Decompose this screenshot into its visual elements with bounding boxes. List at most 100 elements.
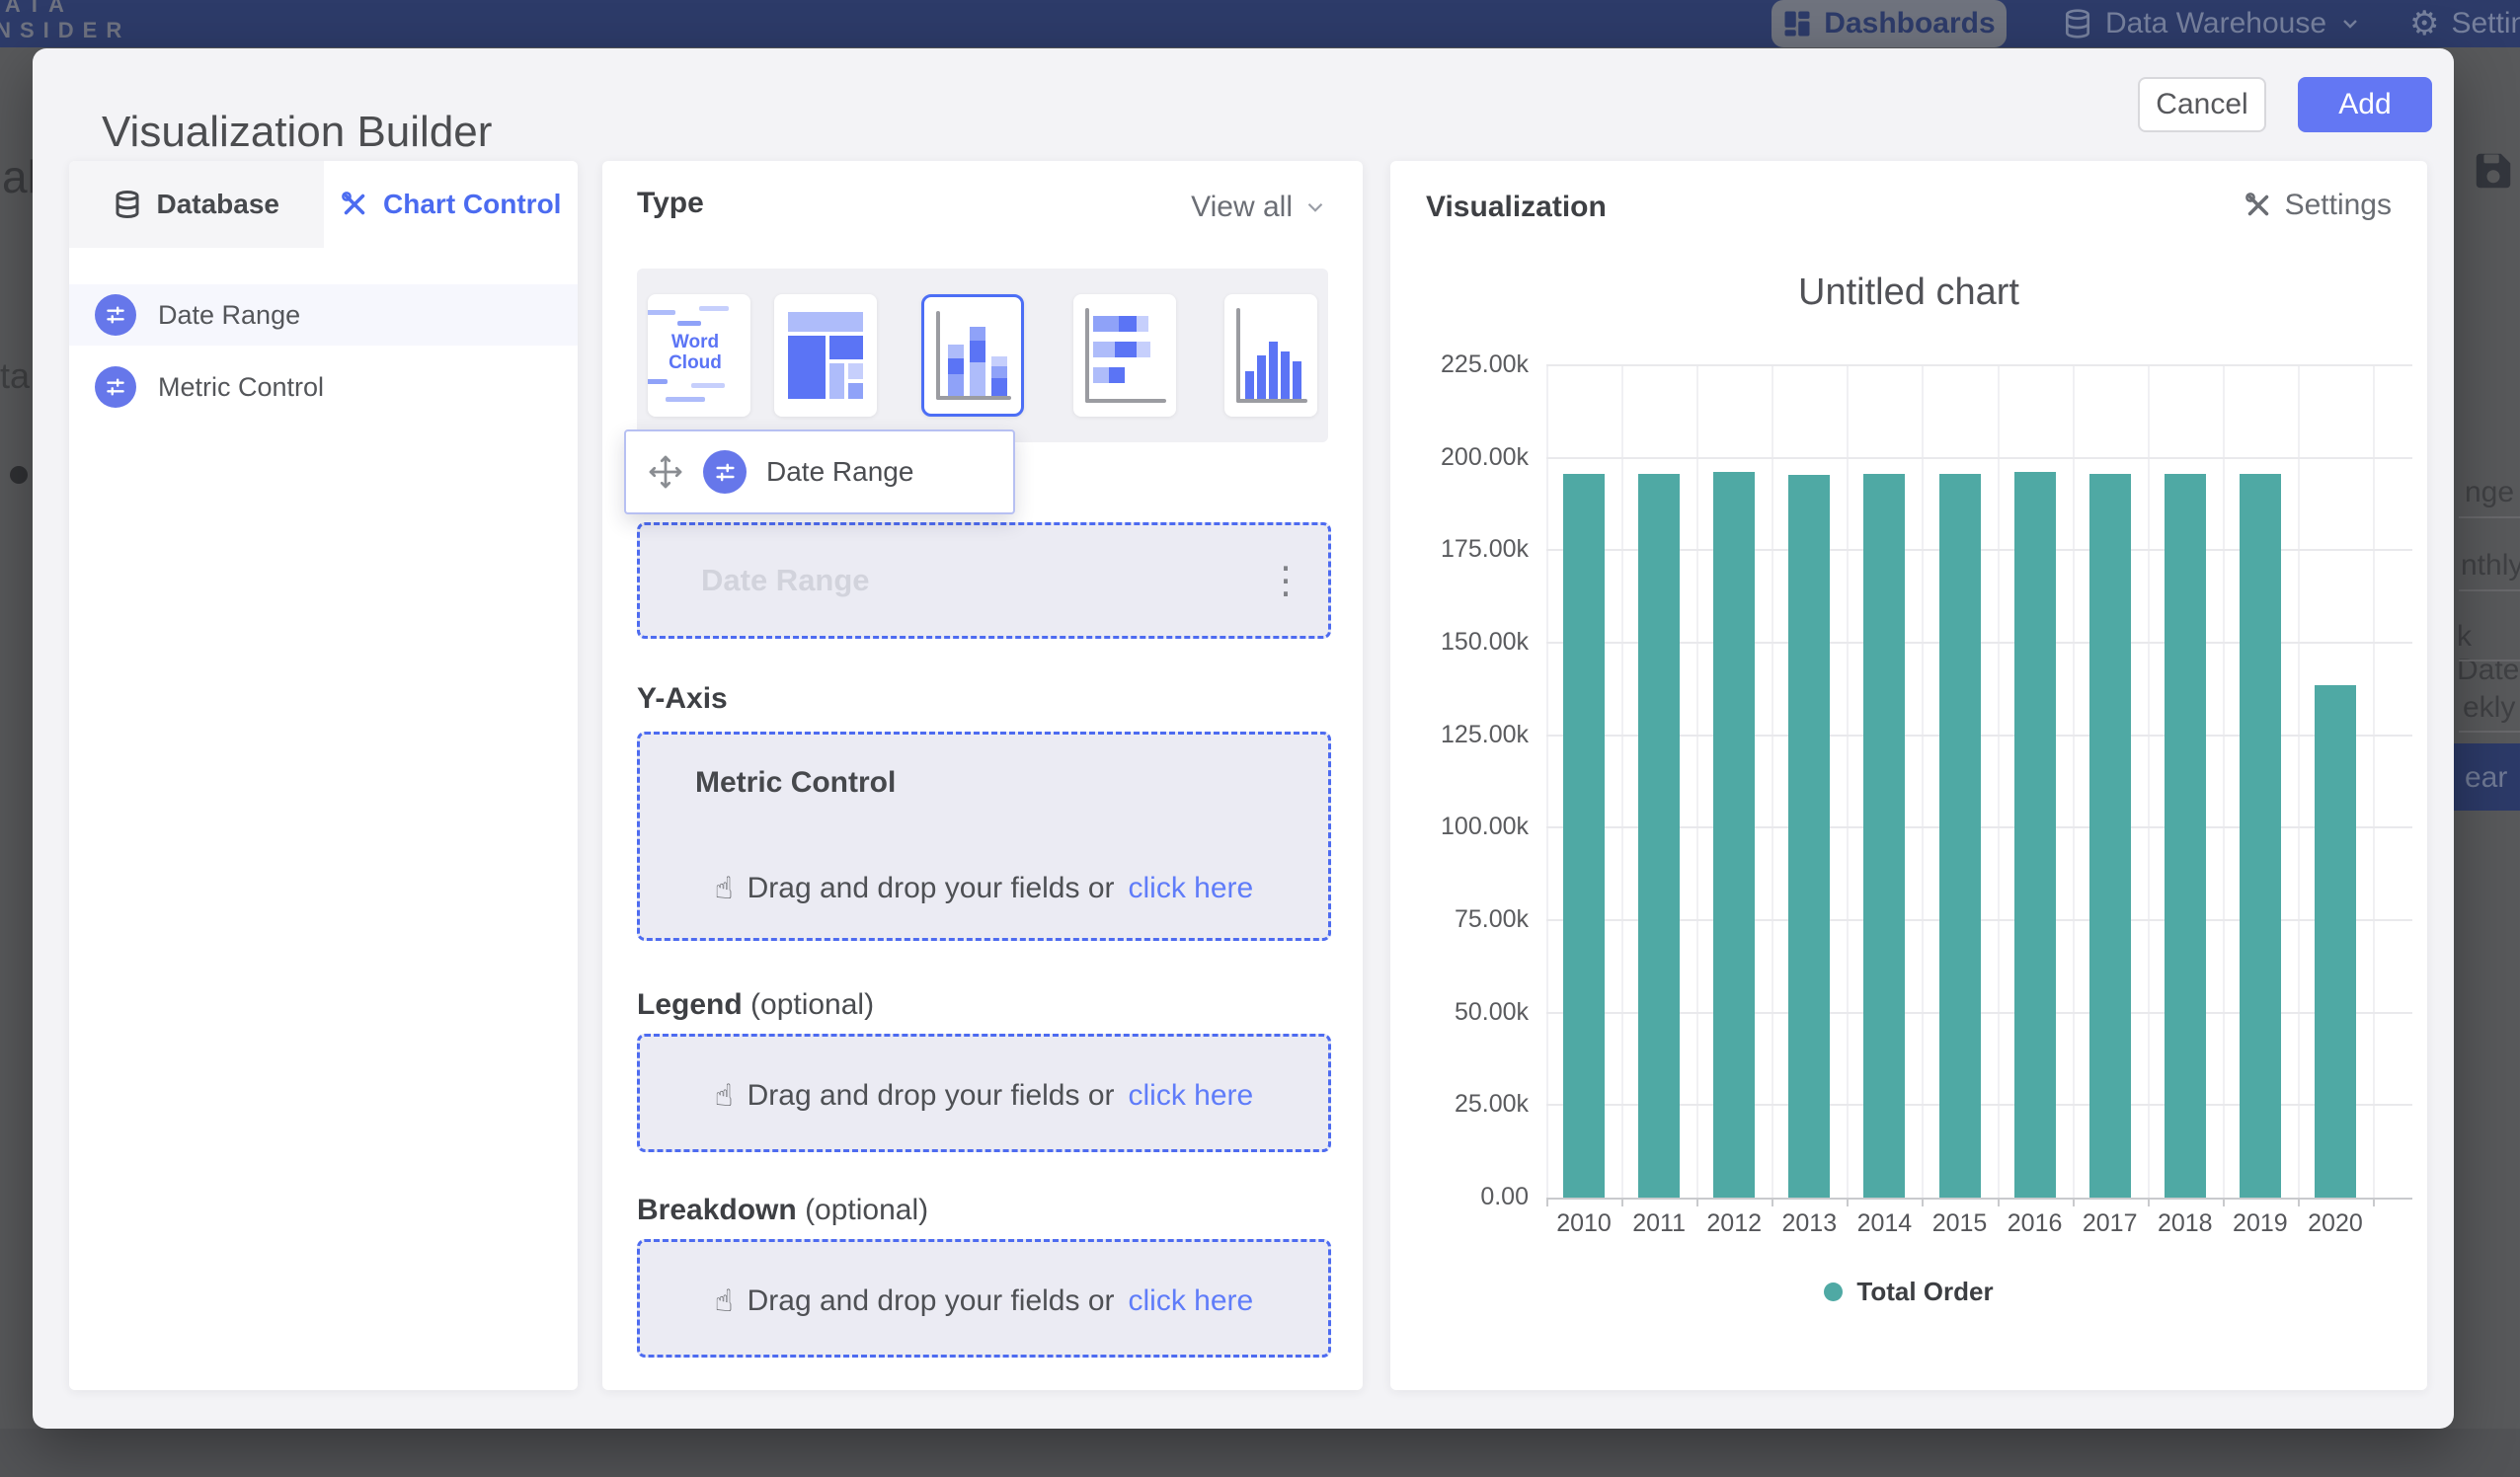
chart-type-stacked-bar[interactable] (1073, 294, 1176, 417)
app-logo: DATA INSIDER (0, 0, 130, 43)
modal-title: Visualization Builder (102, 108, 493, 156)
chart-title: Untitled chart (1798, 272, 2019, 313)
field-item-label: Date Range (158, 299, 301, 330)
x-axis-tick (2147, 1198, 2150, 1206)
x-axis-tick (1997, 1198, 2000, 1206)
visualization-panel: Visualization Settings Untitled chart 0.… (1390, 161, 2427, 1390)
y-axis-tick-label: 25.00k (1454, 1090, 1529, 1119)
logo-line-1: DATA (0, 0, 73, 17)
x-gridline (1997, 365, 2000, 1198)
chart-settings-label: Settings (2284, 189, 2392, 221)
bg-dropdown-option: k Date (2457, 620, 2520, 686)
x-axis-tick (1546, 1198, 1548, 1206)
y-axis-tick-label: 200.00k (1441, 442, 1529, 471)
divider (2459, 731, 2520, 733)
y-axis-tick-label: 225.00k (1441, 350, 1529, 378)
nav-data-warehouse[interactable]: Data Warehouse (2062, 0, 2362, 47)
view-all-label: View all (1191, 191, 1293, 223)
x-gridline (2222, 365, 2225, 1198)
click-here-link[interactable]: click here (1128, 872, 1254, 904)
x-gridline (1621, 365, 1624, 1198)
database-icon (116, 191, 139, 219)
chart-type-word-cloud[interactable]: Word Cloud (648, 294, 750, 417)
y-axis-dropzone[interactable]: Metric Control ☝ Drag and drop your fiel… (637, 732, 1331, 941)
bar-2015 (1938, 474, 1981, 1198)
visualization-header: Visualization (1426, 191, 1607, 223)
nav-settings[interactable]: ⚙ Settings (2409, 0, 2520, 47)
x-axis-dropzone[interactable]: Date Range ⋮ (637, 522, 1331, 639)
y-axis-tick-label: 0.00 (1480, 1183, 1529, 1210)
x-gridline (1847, 365, 1850, 1198)
x-gridline (2072, 365, 2075, 1198)
tab-database[interactable]: Database (69, 161, 324, 248)
bar-2020 (2314, 685, 2356, 1198)
x-axis-tick-label: 2010 (1556, 1209, 1612, 1237)
chart-type-stacked-column[interactable] (921, 294, 1024, 417)
bar-2014 (1863, 474, 1906, 1198)
fields-panel: Database Chart Control Date Range Metric… (69, 161, 578, 1390)
divider (2459, 516, 2520, 518)
x-gridline (1772, 365, 1774, 1198)
dragged-field-chip[interactable]: Date Range (624, 429, 1015, 514)
x-axis-tick-label: 2012 (1706, 1209, 1763, 1237)
nav-settings-label: Settings (2451, 7, 2520, 39)
chart-settings-button[interactable]: Settings (2244, 189, 2392, 222)
axis (1236, 399, 1307, 403)
chevron-down-icon (2343, 20, 2357, 29)
save-floppy-icon (2471, 148, 2516, 194)
click-here-link[interactable]: click here (1128, 1284, 1254, 1317)
legend-dropzone[interactable]: ☝ Drag and drop your fields or click her… (637, 1034, 1331, 1152)
add-button[interactable]: Add (2298, 77, 2432, 132)
x-gridline (2373, 365, 2375, 1198)
click-here-link[interactable]: click here (1128, 1079, 1254, 1112)
tab-database-label: Database (156, 189, 279, 219)
chip-label: Date Range (766, 456, 914, 487)
drop-hint: Drag and drop your fields or (747, 1079, 1115, 1112)
view-all-dropdown[interactable]: View all (1191, 191, 1328, 224)
axis (936, 396, 1011, 400)
legend-label: Total Order (1856, 1277, 1994, 1306)
x-gridline (1546, 365, 1548, 1198)
tap-hand-icon: ☝ (714, 871, 734, 905)
x-axis-tick-label: 2011 (1632, 1209, 1686, 1237)
nav-dashboards[interactable]: Dashboards (1772, 0, 2007, 47)
builder-panel: Type View all Word Cloud (602, 161, 1363, 1390)
x-axis-tick (2297, 1198, 2300, 1206)
kebab-menu-icon[interactable]: ⋮ (1267, 560, 1304, 602)
drop-hint: Drag and drop your fields or (747, 872, 1115, 904)
y-axis-tick-label: 75.00k (1454, 905, 1529, 933)
x-gridline (1922, 365, 1925, 1198)
chart-type-column[interactable] (1224, 294, 1317, 417)
x-axis-tick (2222, 1198, 2225, 1206)
tab-chart-control[interactable]: Chart Control (323, 161, 578, 248)
tap-hand-icon: ☝ (714, 1283, 734, 1318)
y-gridline (1546, 364, 2412, 366)
dashboards-grid-icon (1784, 11, 1810, 37)
bar-2010 (1563, 474, 1606, 1198)
chart-type-treemap[interactable] (774, 294, 877, 417)
bar-2011 (1638, 474, 1681, 1198)
x-axis-tick (1847, 1198, 1850, 1206)
x-gridline (2147, 365, 2150, 1198)
cancel-button[interactable]: Cancel (2138, 77, 2266, 132)
control-sliders-icon (703, 450, 747, 494)
bar-2017 (2088, 474, 2131, 1198)
axis (1085, 308, 1089, 403)
y-axis-tick-label: 100.00k (1441, 813, 1529, 841)
bar-2012 (1713, 471, 1756, 1198)
axis (1236, 308, 1240, 403)
bar-2019 (2239, 474, 2281, 1198)
x-axis-tick-label: 2016 (2007, 1209, 2063, 1237)
x-axis-tick (2072, 1198, 2075, 1206)
x-axis-tick-label: 2020 (2308, 1209, 2363, 1237)
breakdown-dropzone[interactable]: ☝ Drag and drop your fields or click her… (637, 1239, 1331, 1358)
y-gridline (1546, 456, 2412, 459)
tools-icon (2244, 193, 2268, 216)
bg-text-fragment: ta (0, 355, 31, 396)
field-item-metric-control[interactable]: Metric Control (69, 356, 578, 418)
gear-icon: ⚙ (2409, 5, 2440, 42)
x-axis-tick (1922, 1198, 1925, 1206)
move-icon (649, 455, 682, 489)
field-item-date-range[interactable]: Date Range (69, 284, 578, 346)
x-axis-tick (2373, 1198, 2375, 1206)
